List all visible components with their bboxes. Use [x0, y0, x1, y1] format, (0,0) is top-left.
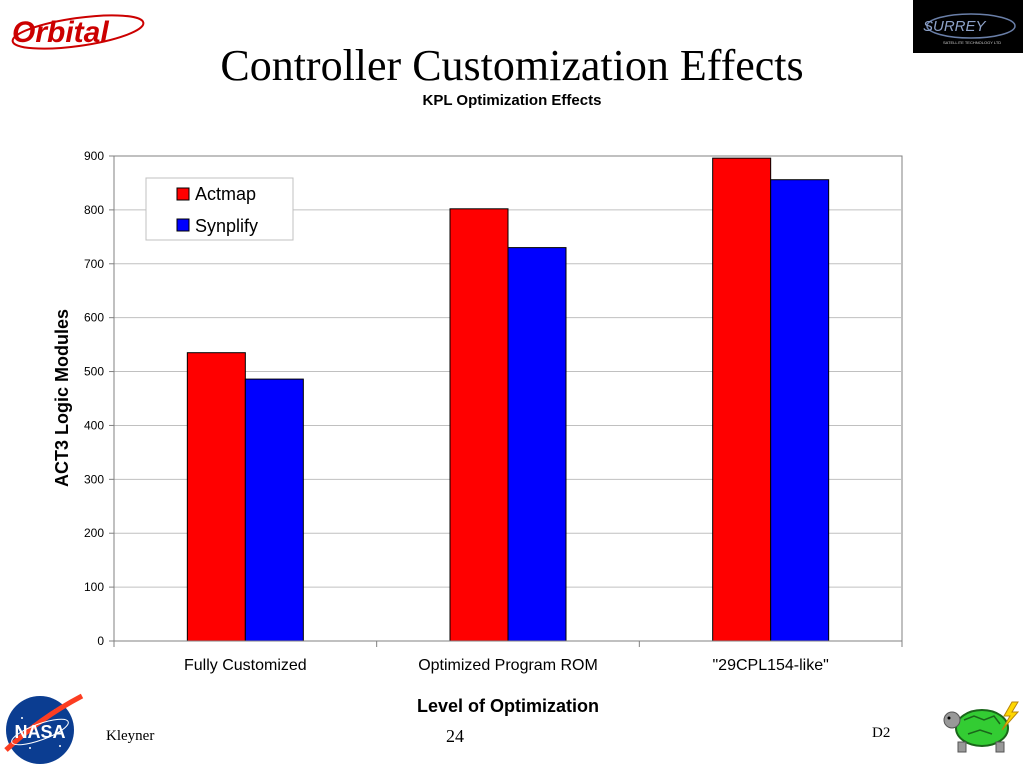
nasa-logo: NASA [4, 693, 84, 764]
legend-label-actmap: Actmap [195, 184, 256, 204]
y-tick-label-600: 600 [84, 311, 104, 325]
y-axis-label: ACT3 Logic Modules [52, 309, 72, 487]
y-tick-label-100: 100 [84, 580, 104, 594]
page-number: 24 [446, 726, 464, 746]
y-tick-label-400: 400 [84, 418, 104, 432]
bar-synplify-0 [244, 378, 304, 642]
orbital-logo-text: Orbital [12, 16, 109, 49]
x-axis-categories: Fully Customized Optimized Program ROM "29… [113, 641, 903, 674]
bar-synplify-2 [770, 179, 830, 642]
x-axis-label: Level of Optimization [417, 696, 599, 716]
x-category-label-1: Optimized Program ROM [418, 657, 598, 674]
bar-actmap-0 [186, 352, 246, 642]
bar-actmap-2 [712, 157, 772, 642]
y-tick-label-200: 200 [84, 526, 104, 540]
y-axis-ticks: 0 100 200 300 400 500 600 700 800 900 [84, 149, 114, 648]
bar-actmap-1 [449, 208, 509, 642]
chart-title: KPL Optimization Effects [422, 92, 602, 109]
x-category-label-0: Fully Customized [184, 657, 307, 674]
footer-slide-code: D2 [872, 725, 891, 741]
footer-author: Kleyner [106, 728, 155, 744]
legend-box [145, 177, 294, 241]
y-tick-label-500: 500 [84, 365, 104, 379]
surrey-logo-text: SURREY [923, 18, 987, 35]
x-category-label-2: "29CPL154-like" [713, 657, 829, 674]
legend-swatch-actmap [176, 187, 190, 201]
bar-synplify-1 [507, 247, 567, 642]
y-tick-label-300: 300 [84, 472, 104, 486]
surrey-logo: SURREY SATELLITE TECHNOLOGY LTD [913, 0, 1023, 53]
slide-title: Controller Customization Effects [220, 41, 804, 90]
surrey-logo-subtext: SATELLITE TECHNOLOGY LTD [943, 40, 1001, 45]
legend-swatch-synplify [176, 218, 190, 232]
y-tick-label-700: 700 [84, 257, 104, 271]
legend: Actmap Synplify [145, 177, 294, 241]
legend-label-synplify: Synplify [195, 216, 258, 236]
orbital-logo: Orbital [11, 14, 145, 50]
y-tick-label-800: 800 [84, 203, 104, 217]
y-tick-label-0: 0 [97, 634, 104, 648]
y-tick-label-900: 900 [84, 149, 104, 163]
bars [186, 157, 830, 642]
nasa-logo-text: NASA [14, 722, 65, 742]
turtle-mascot-icon [943, 701, 1020, 753]
